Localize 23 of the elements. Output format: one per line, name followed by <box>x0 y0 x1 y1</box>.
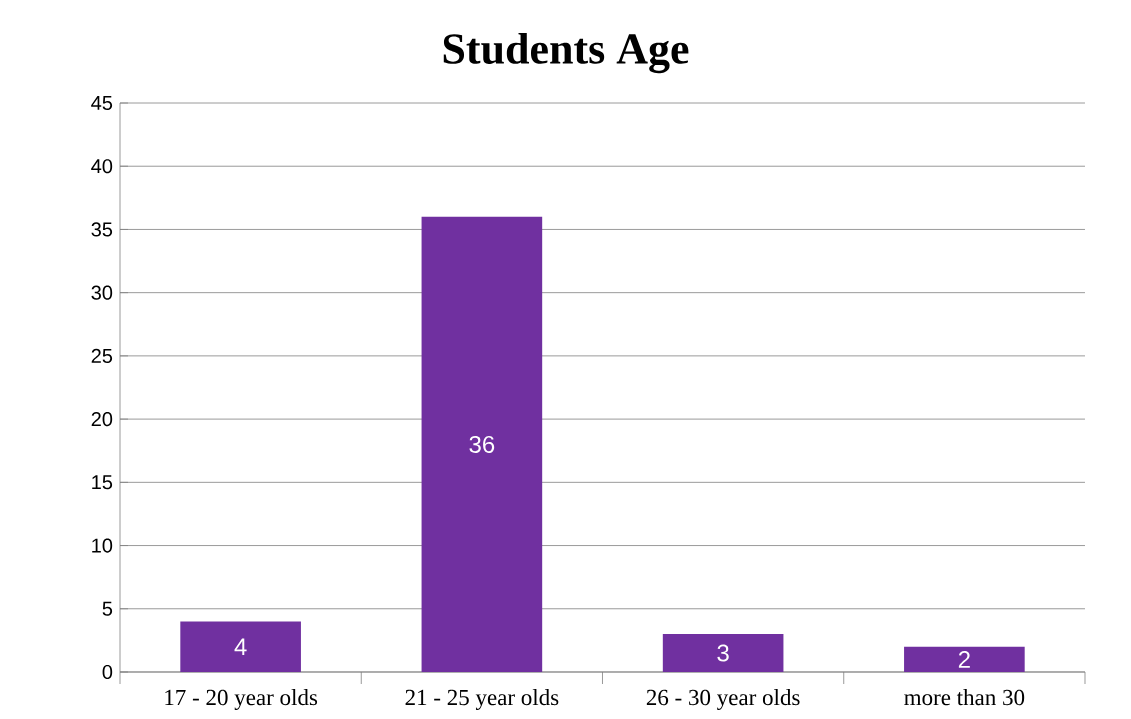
x-tick-label: 17 - 20 year olds <box>165 689 318 710</box>
y-tick-label: 10 <box>92 538 113 553</box>
data-label: 4 <box>234 638 247 655</box>
data-label: 36 <box>469 435 495 453</box>
bar <box>180 621 301 672</box>
data-label: 3 <box>717 644 729 662</box>
y-tick-label: 40 <box>91 159 113 174</box>
x-tick-label: 26 - 30 year olds <box>646 689 800 710</box>
y-tick-label: 20 <box>91 412 113 427</box>
y-tick-label: 30 <box>91 285 113 300</box>
x-tick-label: 21 - 25 year olds <box>405 689 559 710</box>
chart-title: Students Age <box>443 32 689 74</box>
y-tick-label: 45 <box>91 96 113 110</box>
y-tick-label: 25 <box>91 348 113 363</box>
x-tick-label: more than 30 <box>904 689 1025 706</box>
y-tick-label: 5 <box>102 601 113 616</box>
bar <box>421 216 543 672</box>
data-label: 2 <box>958 650 970 668</box>
y-tick-label: 15 <box>92 475 113 490</box>
y-tick-label: 35 <box>91 222 113 237</box>
y-tick-label: 0 <box>102 664 113 680</box>
bar <box>904 646 1025 672</box>
bar <box>662 634 784 672</box>
